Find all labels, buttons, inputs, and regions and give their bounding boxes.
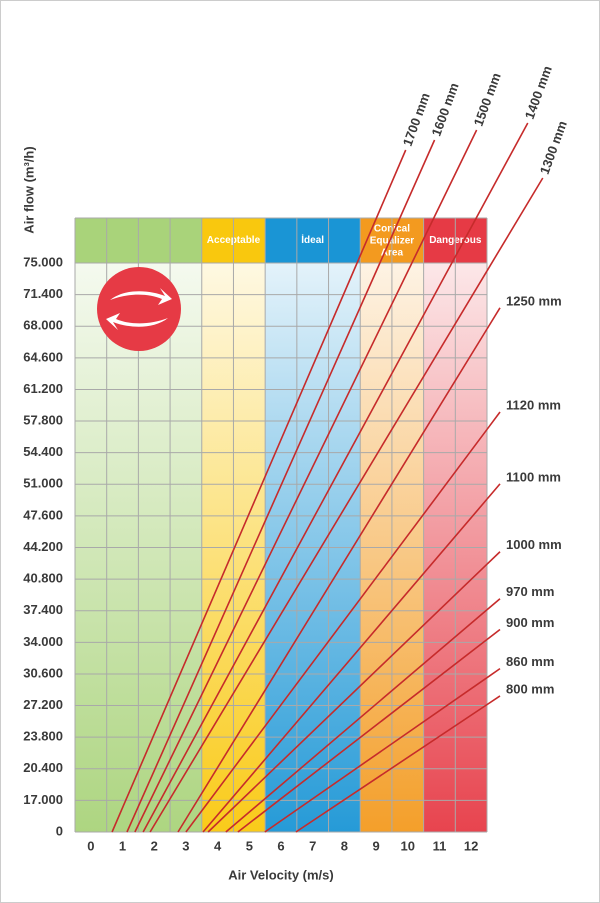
label-leader [486, 628, 501, 641]
y-tick-label: 40.800 [23, 571, 63, 586]
y-tick-label: 57.800 [23, 412, 63, 427]
label-leader [379, 139, 436, 264]
logo [97, 267, 181, 351]
x-tick-label: 4 [214, 838, 222, 853]
label-leader [486, 667, 501, 679]
series-line [264, 677, 488, 833]
series-line [295, 703, 488, 833]
y-tick-label: 44.200 [23, 539, 63, 554]
label-leader [486, 177, 544, 272]
y-tick-label: 30.600 [23, 665, 63, 680]
series-line [126, 262, 381, 833]
y-tick-label: 0 [56, 823, 63, 838]
series-line [202, 498, 488, 833]
series-label: 970 mm [506, 584, 554, 599]
y-tick-label: 54.400 [23, 444, 63, 459]
x-tick-label: 6 [277, 838, 284, 853]
zone-label: İdeal [301, 233, 324, 246]
x-tick-label: 8 [341, 838, 348, 853]
y-tick-label: 20.400 [23, 760, 63, 775]
x-tick-label: 1 [119, 838, 126, 853]
x-tick-label: 7 [309, 838, 316, 853]
series-label: 800 mm [506, 681, 554, 696]
x-tick-label: 12 [464, 838, 478, 853]
series-line [149, 270, 488, 833]
y-tick-label: 34.000 [23, 634, 63, 649]
label-leader [486, 695, 501, 706]
label-leader [486, 307, 501, 330]
series-line [225, 609, 488, 833]
y-tick-label: 37.400 [23, 602, 63, 617]
x-tick-label: 10 [401, 838, 415, 853]
series-line [111, 262, 358, 833]
y-tick-label: 64.600 [23, 349, 63, 364]
y-tick-label: 23.800 [23, 729, 63, 744]
label-leader [486, 598, 501, 611]
x-tick-label: 0 [87, 838, 94, 853]
series-line [142, 262, 453, 833]
series-line [207, 563, 488, 833]
zone-header [265, 218, 361, 263]
x-tick-label: 9 [372, 838, 379, 853]
x-tick-label: 2 [151, 838, 158, 853]
series-line [185, 428, 488, 833]
label-leader [356, 149, 407, 264]
series-label: 1100 mm [506, 469, 561, 484]
y-tick-label: 51.000 [23, 476, 63, 491]
label-leader [411, 129, 478, 264]
series-line [237, 638, 488, 833]
series-label: 860 mm [506, 654, 554, 669]
label-leader [486, 411, 501, 430]
series-label: 1000 mm [506, 537, 562, 552]
y-tick-label: 61.200 [23, 381, 63, 396]
y-tick-label: 68.000 [23, 318, 63, 333]
label-leader [451, 122, 529, 264]
series-line [134, 262, 413, 833]
y-tick-label: 47.600 [23, 507, 63, 522]
series-label: 1120 mm [506, 397, 561, 412]
label-leader [486, 551, 501, 565]
x-tick-label: 3 [182, 838, 189, 853]
y-tick-label: 17.000 [23, 792, 63, 807]
y-axis-title: Air flow (m³/h) [21, 146, 36, 233]
series-line [177, 328, 488, 833]
x-tick-label: 11 [433, 838, 447, 853]
series-label: 1250 mm [506, 293, 562, 308]
series-label: 900 mm [506, 615, 554, 630]
label-leader [486, 483, 501, 500]
x-axis-title: Air Velocity (m/s) [228, 867, 333, 882]
y-tick-label: 71.400 [23, 286, 63, 301]
y-tick-label: 75.000 [23, 254, 63, 269]
x-tick-label: 5 [246, 838, 253, 853]
y-tick-label: 27.200 [23, 697, 63, 712]
